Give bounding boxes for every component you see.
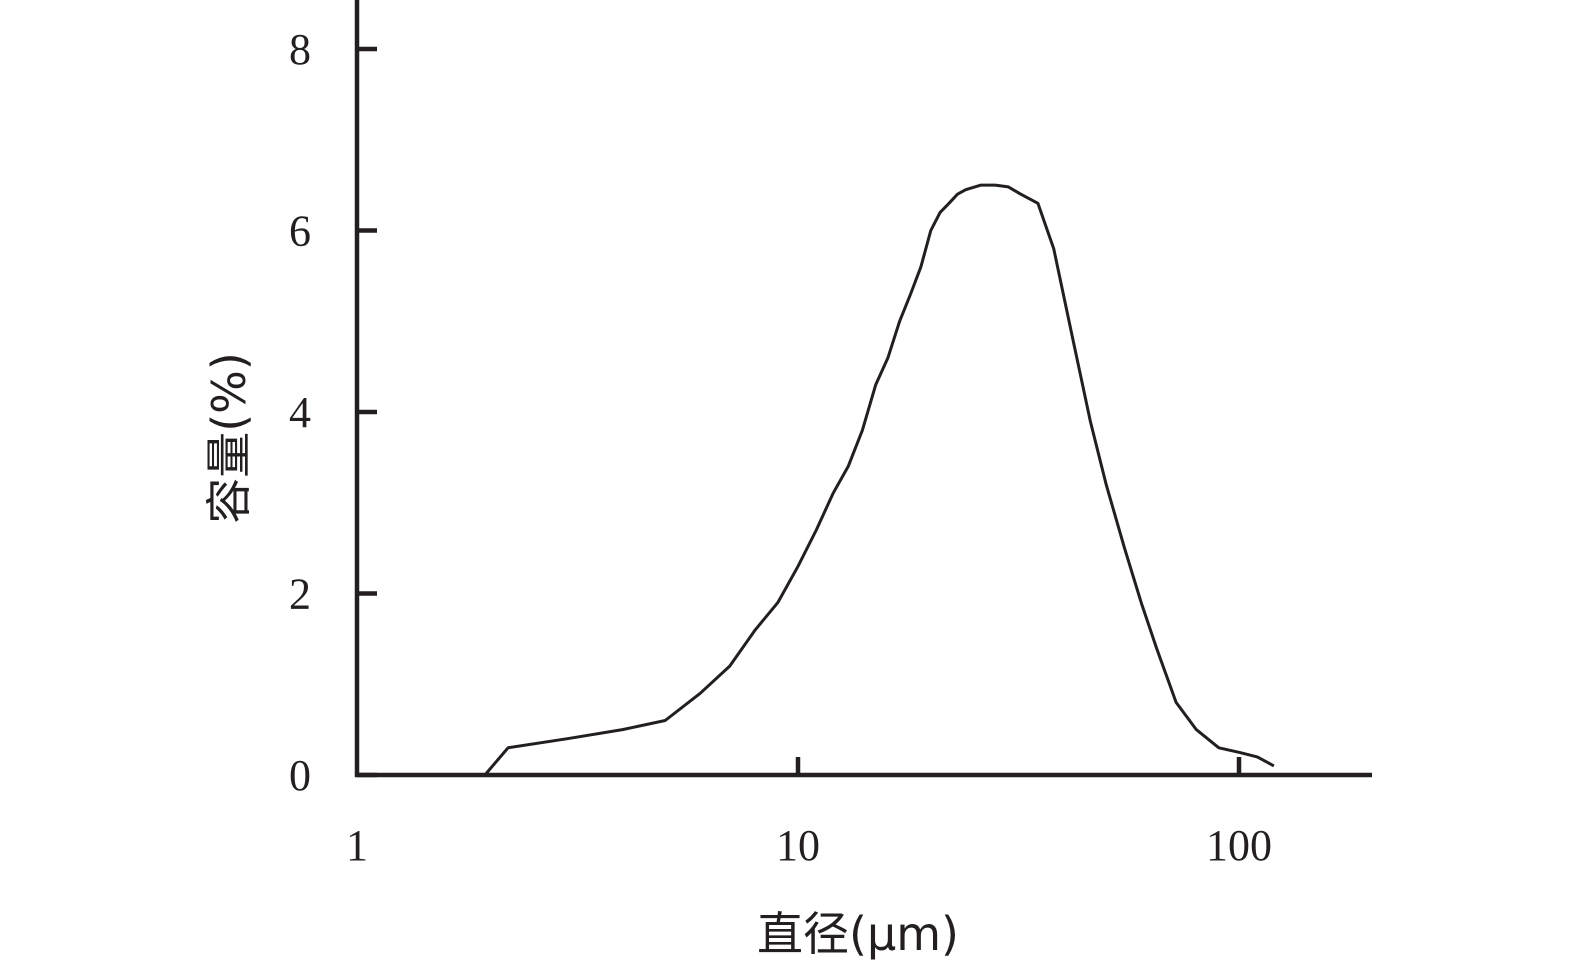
y-axis-title: 容量(%) bbox=[202, 352, 256, 524]
y-tick-label: 4 bbox=[289, 388, 311, 437]
x-tick-label: 10 bbox=[776, 821, 820, 870]
x-tick-label: 100 bbox=[1206, 821, 1272, 870]
x-tick-label: 1 bbox=[346, 821, 368, 870]
y-tick-label: 8 bbox=[289, 25, 311, 74]
y-tick-label: 6 bbox=[289, 207, 311, 256]
plot-area: 0 2 4 6 8 1 10 100 bbox=[289, 0, 1372, 870]
y-tick-label: 0 bbox=[289, 751, 311, 800]
x-axis-title: 直径(μm) bbox=[757, 907, 959, 961]
y-tick-label: 2 bbox=[289, 570, 311, 619]
series-line bbox=[483, 183, 1275, 776]
y-axis-ticks: 0 2 4 6 8 bbox=[289, 25, 377, 800]
x-axis-ticks: 1 10 100 bbox=[346, 757, 1272, 870]
